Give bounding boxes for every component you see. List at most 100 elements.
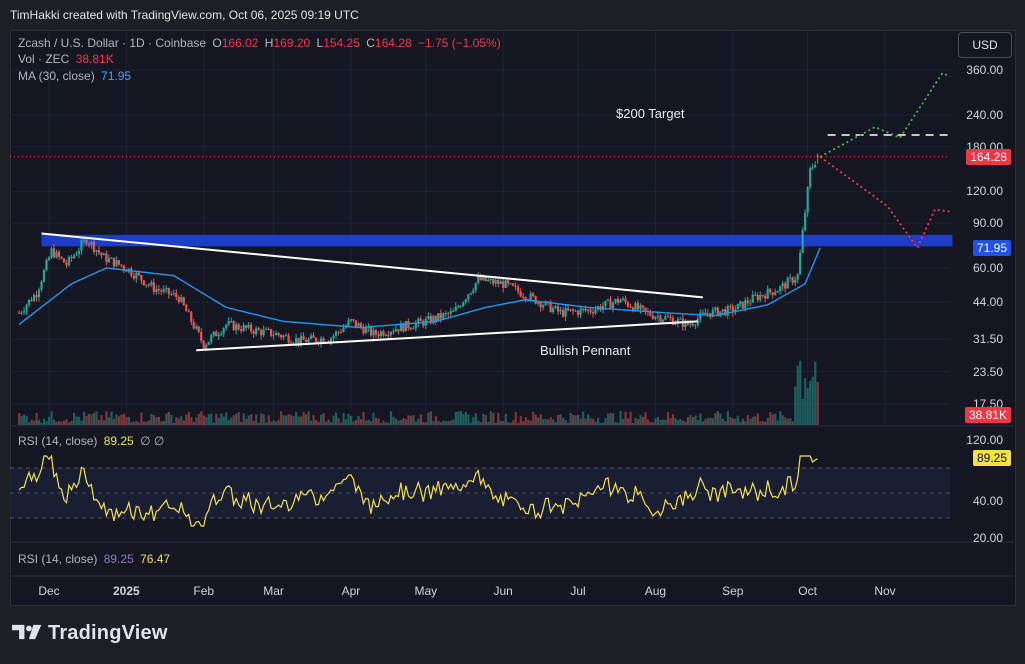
candle-body	[165, 287, 168, 290]
volume-bar	[761, 421, 764, 425]
candle-body	[222, 328, 225, 334]
candle-body	[145, 284, 148, 286]
volume-bar	[734, 418, 737, 425]
volume-bar	[636, 419, 640, 425]
candle-body	[294, 337, 298, 344]
volume-bar	[222, 416, 225, 425]
candle-body	[349, 319, 353, 321]
volume-bar	[182, 420, 185, 425]
chart-canvas[interactable]	[10, 30, 1014, 604]
volume-bar	[52, 419, 56, 425]
candle-body	[794, 279, 797, 283]
volume-bar	[267, 415, 270, 425]
volume-bar	[270, 421, 273, 425]
volume-bar	[492, 412, 495, 425]
rsi-panel	[10, 454, 950, 527]
volume-bar	[302, 411, 305, 425]
candle-body	[314, 337, 318, 342]
candle-body	[544, 301, 547, 306]
candle-body	[694, 324, 697, 326]
volume-bar	[644, 412, 647, 425]
volume-bar	[407, 415, 410, 425]
candle-body	[85, 239, 88, 244]
volume-bar	[664, 419, 667, 425]
volume-bar	[522, 421, 525, 425]
volume-bar	[377, 418, 380, 425]
price-tick-label: 60.00	[972, 261, 1003, 275]
volume-bar	[517, 422, 520, 425]
volume-bar	[424, 422, 428, 425]
time-tick-label: Sep	[722, 584, 744, 598]
rsi-badge: 89.25	[972, 450, 1011, 466]
volume-bar	[315, 419, 318, 425]
candle-body	[454, 306, 457, 311]
volume-bar	[784, 417, 787, 425]
candle-body	[741, 301, 744, 309]
candle-body	[185, 305, 188, 312]
candle-body	[522, 296, 525, 298]
candle-body	[731, 306, 734, 313]
volume-bar	[374, 417, 378, 425]
candle-body	[115, 260, 118, 267]
volume-bar	[609, 412, 612, 425]
rsi-value: 89.25	[103, 434, 134, 448]
candle-body	[299, 336, 303, 344]
volume-bar	[242, 413, 245, 425]
candle-body	[704, 312, 707, 315]
candle-body	[492, 278, 495, 284]
volume-bar	[325, 421, 328, 425]
candle-body	[384, 334, 387, 336]
candle-body	[574, 310, 577, 312]
volume-bar	[107, 417, 111, 425]
candle-body	[20, 312, 23, 314]
candle-body	[719, 311, 722, 317]
volume-bar	[48, 416, 51, 425]
volume-bar	[280, 411, 283, 425]
volume-bar	[359, 419, 363, 425]
volume-bar	[641, 416, 645, 425]
volume-bar	[469, 422, 472, 425]
candle-body	[474, 282, 477, 291]
volume-bar	[55, 421, 58, 425]
candle-body	[769, 288, 772, 293]
candle-body	[230, 321, 233, 323]
volume-bar	[554, 422, 557, 425]
volume-bar	[744, 421, 747, 425]
candle-body	[304, 339, 308, 343]
volume-bar	[634, 417, 637, 425]
candle-body	[804, 212, 807, 231]
candle-body	[482, 276, 485, 281]
volume-bar	[45, 421, 48, 425]
volume-bar	[50, 411, 53, 425]
candle-body	[412, 328, 415, 330]
volume-bar	[265, 422, 268, 425]
attribution: TimHakki created with TradingView.com, O…	[10, 8, 359, 22]
volume-bar	[82, 411, 86, 425]
candle-body	[514, 285, 517, 287]
volume-bar	[739, 421, 742, 425]
candle-body	[584, 308, 587, 311]
volume-bar	[352, 421, 355, 425]
currency-button[interactable]: USD	[958, 32, 1012, 58]
candle-body	[439, 313, 442, 319]
candle-body	[394, 329, 397, 332]
volume-bar	[310, 420, 313, 425]
volume-bar	[614, 421, 617, 425]
volume-bar	[327, 419, 330, 425]
candle-body	[137, 272, 140, 276]
candle-body	[419, 318, 422, 321]
candle-body	[142, 280, 145, 286]
candle-body	[716, 307, 719, 317]
close-value: 164.28	[374, 36, 412, 50]
rsi-line	[18, 454, 818, 527]
candle-body	[77, 250, 81, 255]
candle-body	[342, 327, 345, 332]
volume-bar	[130, 422, 133, 425]
candle-body	[212, 331, 215, 336]
volume-bar	[115, 414, 118, 425]
volume-bar	[514, 412, 517, 425]
ohlc-legend: Zcash / U.S. Dollar · 1D · Coinbase O166…	[18, 36, 504, 50]
rsi2-label: RSI (14, close)	[18, 552, 98, 566]
candle-body	[232, 321, 235, 331]
volume-bar	[105, 411, 108, 425]
